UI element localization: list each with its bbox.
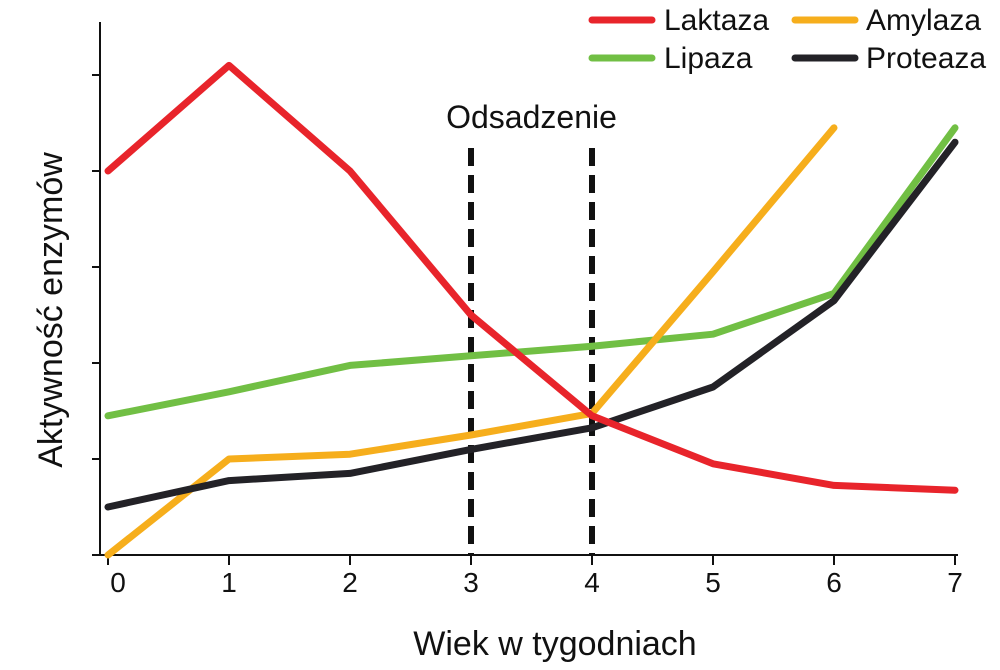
x-tick-label-2: 2 (342, 567, 358, 598)
x-axis-title: Wiek w tygodniach (413, 625, 696, 663)
legend: Laktaza Amylaza Lipaza Proteaza (588, 4, 986, 75)
x-tick-label-3: 3 (463, 567, 479, 598)
legend-label-lipaza: Lipaza (664, 42, 753, 75)
series-line-amylaza (104, 124, 838, 559)
x-tick-label-7: 7 (947, 567, 963, 598)
y-axis-title: Aktywność enzymów (32, 152, 70, 468)
axes: 0 1 2 3 4 5 6 7 (92, 22, 963, 598)
series-line-proteaza (104, 138, 959, 511)
legend-label-laktaza: Laktaza (664, 4, 769, 37)
series-lines (104, 61, 959, 559)
series-line-lipaza (104, 124, 959, 420)
x-tick-label-6: 6 (826, 567, 842, 598)
weaning-annotation: Odsadzenie (446, 99, 617, 555)
weaning-label: Odsadzenie (446, 99, 617, 135)
x-tick-label-1: 1 (221, 567, 237, 598)
x-tick-label-4: 4 (584, 567, 600, 598)
legend-label-amylaza: Amylaza (866, 4, 981, 37)
x-tick-label-5: 5 (705, 567, 721, 598)
series-line-laktaza (104, 61, 959, 494)
x-tick-label-0: 0 (110, 567, 126, 598)
legend-label-proteaza: Proteaza (866, 42, 986, 75)
